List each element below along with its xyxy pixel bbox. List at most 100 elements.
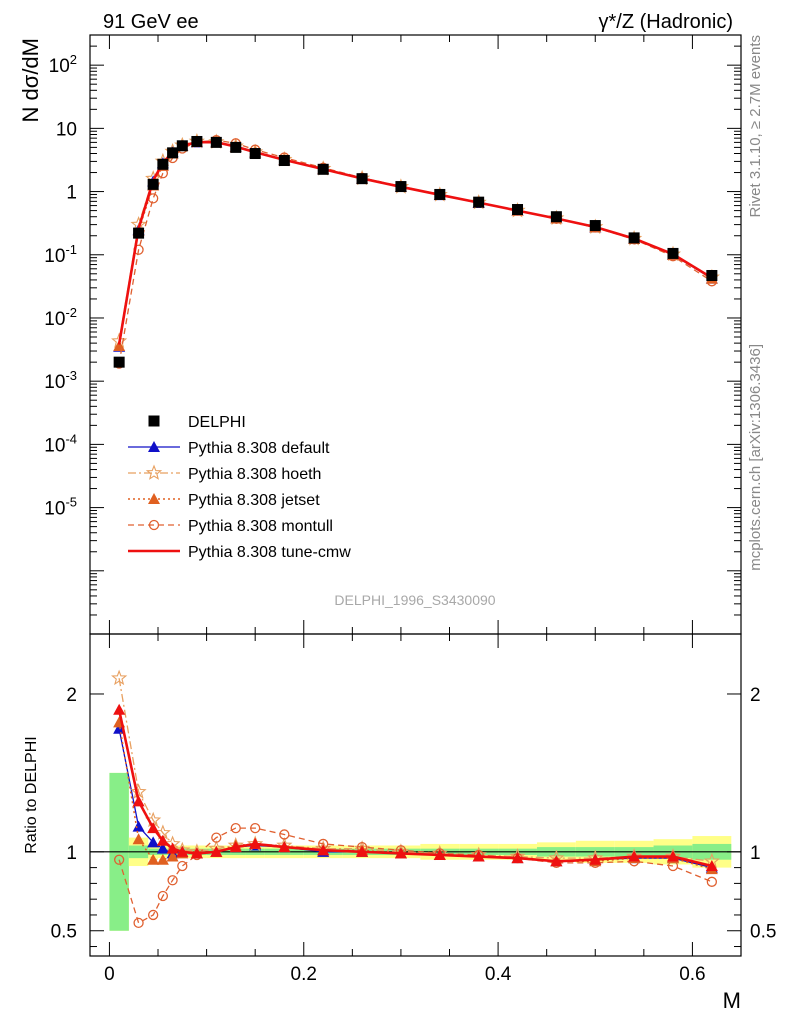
main-default [113, 136, 718, 352]
main-data-point [317, 163, 329, 175]
ratio-point-cmw [705, 860, 718, 872]
ratio-point-montull [706, 876, 718, 887]
ratio-point-cmw [156, 834, 169, 846]
legend-label: Pythia 8.308 montull [188, 518, 333, 535]
ratio-point-cmw [511, 852, 524, 864]
axis-ticks: 102 10 1 10-1 10-2 10-3 10-4 10-5 0 0.2 0.4 0.6 0.5 0… [44, 34, 776, 985]
main-data-point [278, 155, 290, 167]
rivet-label: Rivet 3.1.10, ≥ 2.7M events [747, 35, 764, 218]
series-layer [111, 132, 720, 929]
legend: DELPHI Pythia 8.308 default Pythia 8.308 h… [128, 414, 351, 561]
x-tick-label: 0.4 [485, 964, 512, 985]
ratio-point-default [113, 722, 126, 734]
main-line-cmw [117, 140, 713, 345]
main-data-point [550, 211, 562, 223]
ratio-point-montull [167, 875, 178, 886]
ratio-point-default [132, 820, 145, 832]
ratio-point-cmw [132, 795, 145, 807]
ratio-point-cmw [356, 845, 369, 857]
ratio-line-hoeth [118, 678, 712, 862]
ratio-point-default [156, 842, 169, 854]
legend-marker-data [148, 415, 160, 427]
ratio-point-montull [148, 909, 159, 921]
ratio-point-cmw [249, 837, 262, 849]
ratio-cmw [113, 703, 718, 872]
main-data-point [191, 135, 203, 147]
legend-marker-montull [148, 519, 160, 531]
main-jetset [113, 135, 718, 352]
main-data-point [230, 141, 242, 153]
ratio-point-cmw [147, 822, 160, 834]
legend-entry: Pythia 8.308 tune-cmw [128, 544, 351, 561]
header-left-title: 91 GeV ee [103, 11, 199, 33]
ratio-point-hoeth [111, 669, 128, 686]
main-y-tick-label: 10-5 [44, 495, 77, 520]
x-tick-label: 0.6 [679, 964, 705, 985]
main-data [113, 135, 718, 368]
legend-label: Pythia 8.308 jetset [188, 492, 320, 509]
main-line-hoeth [118, 140, 713, 342]
ratio-point-montull [177, 860, 188, 872]
main-y-tick-label: 10 [56, 119, 77, 140]
ratio-hoeth [111, 669, 720, 869]
ratio-plot-frame [89, 633, 742, 957]
ratio-point-jetset [132, 833, 145, 845]
legend-marker-jetset [148, 493, 160, 504]
ratio-point-montull [133, 917, 144, 929]
ratio-point-cmw [166, 842, 179, 854]
main-y-tick-label: 10-3 [44, 368, 77, 393]
analysis-watermark: DELPHI_1996_S3430090 [334, 592, 495, 608]
ratio-point-montull [250, 822, 261, 834]
ratio-y-tick-label-right: 2 [750, 685, 761, 706]
main-line-montull [118, 139, 713, 364]
main-data-point [589, 220, 601, 232]
ratio-point-cmw [210, 845, 223, 857]
x-axis-label: M [723, 988, 741, 1013]
ratio-y-tick-label: 0.5 [51, 922, 77, 943]
ratio-point-cmw [394, 847, 407, 859]
main-y-axis-label: N dσ/dM [18, 38, 43, 123]
ratio-montull [113, 822, 718, 929]
legend-marker-hoeth [145, 464, 163, 480]
legend-marker-default [148, 441, 160, 452]
legend-label: Pythia 8.308 tune-cmw [188, 544, 351, 561]
ratio-point-montull [157, 890, 169, 902]
ratio-point-cmw [433, 848, 446, 860]
main-montull [113, 135, 718, 369]
main-line-default [118, 141, 713, 347]
x-tick-label: 0.2 [291, 964, 317, 985]
ratio-point-cmw [190, 847, 203, 859]
ratio-point-default [147, 836, 160, 848]
main-y-tick-label: 10-4 [44, 431, 77, 456]
ratio-point-montull [113, 854, 125, 865]
ratio-point-montull [211, 832, 222, 843]
main-data-point [167, 147, 179, 159]
main-data-point [176, 140, 188, 152]
main-y-tick-label: 102 [49, 52, 77, 77]
main-data-point [210, 136, 222, 148]
ratio-point-cmw [113, 703, 126, 715]
main-data-point [113, 356, 125, 368]
ratio-point-jetset [156, 853, 169, 865]
ratio-point-hoeth [130, 783, 147, 799]
main-y-tick-label: 10-2 [44, 305, 77, 330]
ratio-y-axis-label: Ratio to DELPHI [23, 736, 40, 853]
ratio-point-cmw [628, 850, 641, 862]
main-y-tick-label: 1 [66, 183, 77, 204]
ratio-point-cmw [229, 841, 242, 853]
ratio-line-montull [118, 827, 713, 924]
legend-entry: Pythia 8.308 jetset [128, 492, 320, 509]
legend-entry: Pythia 8.308 hoeth [128, 464, 321, 483]
main-data-point [147, 178, 159, 190]
main-cmw [117, 140, 713, 345]
legend-label: DELPHI [188, 414, 246, 431]
ratio-y-tick-label: 2 [66, 685, 77, 706]
main-data-point [706, 269, 718, 281]
x-tick-label: 0 [104, 964, 115, 985]
legend-label: Pythia 8.308 default [188, 440, 330, 457]
ratio-point-cmw [666, 850, 679, 862]
main-hoeth [111, 132, 720, 349]
main-data-point [473, 196, 485, 208]
main-y-tick-label: 10-1 [44, 242, 77, 267]
